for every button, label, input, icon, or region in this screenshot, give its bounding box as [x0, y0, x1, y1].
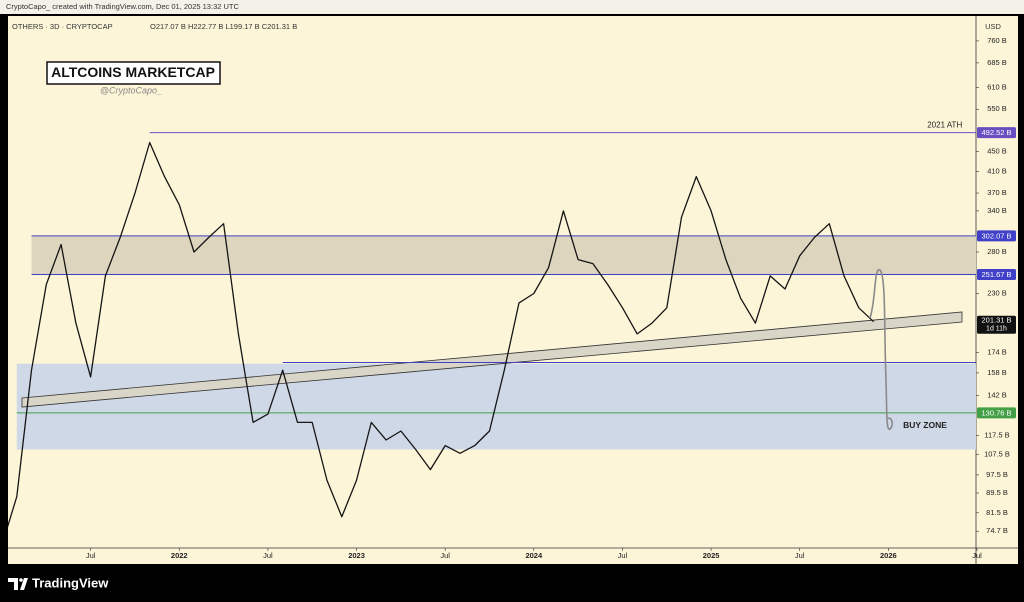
annotation: BUY ZONE	[903, 420, 947, 430]
level-tag	[977, 230, 1016, 242]
y-tick-label: 81.5 B	[986, 508, 1008, 517]
y-tick-label: 340 B	[987, 206, 1007, 215]
trend-channel	[21, 311, 963, 408]
y-tick-label: 89.5 B	[986, 488, 1008, 497]
last-price-label: 201.31 B	[981, 316, 1011, 325]
top-bar	[0, 0, 1024, 14]
y-tick-label: 370 B	[987, 188, 1007, 197]
level-label: 492.52 B	[981, 128, 1011, 137]
zone	[16, 363, 976, 450]
x-tick-label: Jul	[86, 551, 96, 560]
level-tag	[977, 407, 1016, 419]
last-price-tag	[977, 315, 1016, 334]
ohlc: O217.07 B H222.77 B L199.17 B C201.31 B	[150, 22, 297, 31]
y-tick-label: 410 B	[987, 166, 1007, 175]
symbol: OTHERS · 3D · CRYPTOCAP	[12, 22, 113, 31]
y-tick-label: 174 B	[987, 347, 1007, 356]
y-tick-label: 450 B	[987, 147, 1007, 156]
y-tick-label: 97.5 B	[986, 470, 1008, 479]
currency: USD	[985, 22, 1001, 31]
x-tick-label: Jul	[972, 551, 982, 560]
chart-area	[8, 16, 1018, 564]
logo	[8, 578, 28, 590]
y-tick-label: 142 B	[987, 390, 1007, 399]
x-tick-label: 2024	[525, 551, 543, 560]
y-tick-label: 74.7 B	[986, 526, 1008, 535]
countdown: 1d 11h	[986, 326, 1007, 333]
projection	[869, 269, 893, 430]
price-line	[8, 141, 875, 528]
credit: CryptoCapo_ created with TradingView.com…	[6, 2, 239, 11]
chart-title: ALTCOINS MARKETCAP	[51, 64, 215, 80]
level-label: 251.67 B	[981, 270, 1011, 279]
level-tag	[977, 127, 1016, 139]
branding: TradingView	[32, 575, 109, 590]
x-tick-label: 2025	[703, 551, 720, 560]
y-tick-label: 610 B	[987, 82, 1007, 91]
annotation: 2021 ATH	[927, 120, 962, 129]
zone	[31, 235, 976, 275]
y-tick-label: 550 B	[987, 104, 1007, 113]
y-tick-label: 107.5 B	[984, 449, 1010, 458]
title-box	[46, 61, 221, 85]
y-tick-label: 685 B	[987, 58, 1007, 67]
level-tag	[977, 269, 1016, 281]
y-tick-label: 158 B	[987, 368, 1007, 377]
y-tick-label: 760 B	[987, 36, 1007, 45]
level-label: 130.76 B	[981, 408, 1011, 417]
level-label: 302.07 B	[981, 231, 1011, 240]
x-tick-label: 2022	[171, 551, 188, 560]
x-tick-label: Jul	[263, 551, 273, 560]
y-tick-label: 117.5 B	[984, 430, 1009, 439]
x-tick-label: 2026	[880, 551, 897, 560]
y-tick-label: 230 B	[987, 289, 1007, 298]
y-tick-label: 280 B	[987, 247, 1007, 256]
x-tick-label: Jul	[618, 551, 628, 560]
x-tick-label: Jul	[795, 551, 805, 560]
subtitle: @CryptoCapo_	[100, 85, 162, 95]
x-tick-label: 2023	[348, 551, 365, 560]
x-tick-label: Jul	[440, 551, 450, 560]
